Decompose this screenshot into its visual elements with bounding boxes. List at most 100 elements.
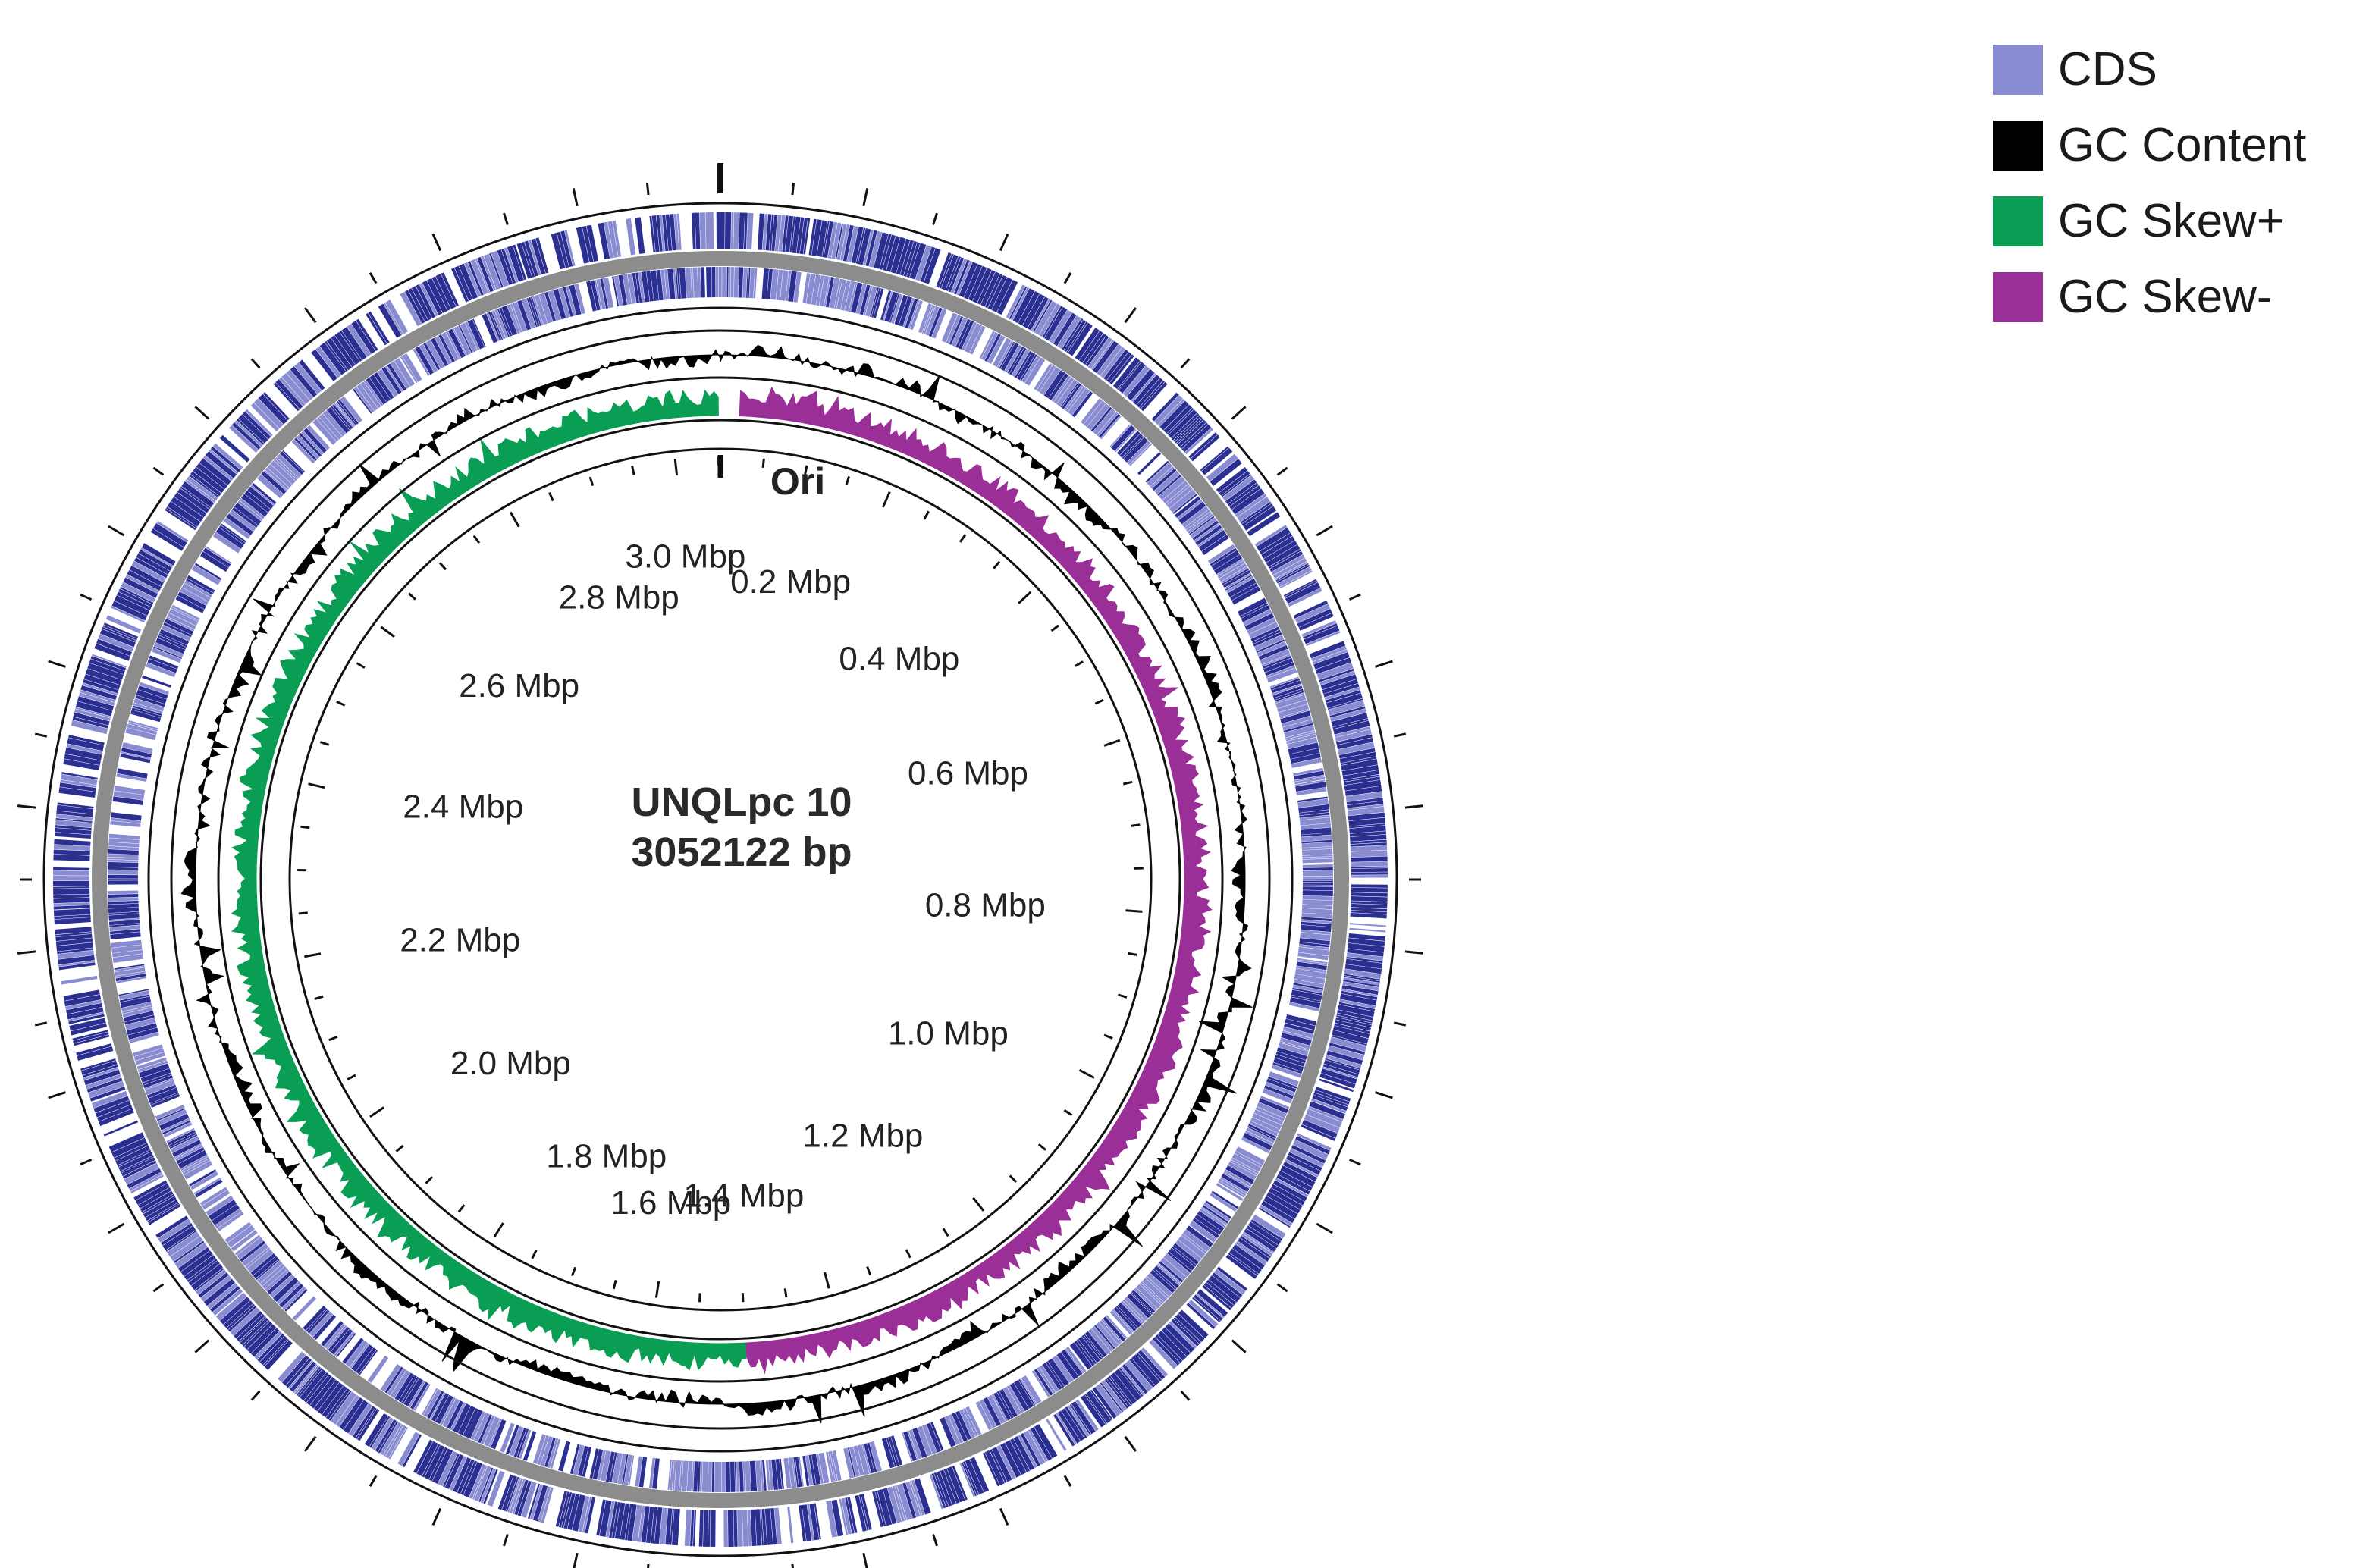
cds-feature — [635, 1456, 643, 1487]
cds-feature — [1351, 867, 1388, 873]
cds-feature — [1302, 856, 1333, 860]
cds-feature — [162, 1225, 196, 1250]
cds-feature — [671, 1508, 680, 1546]
cds-feature — [1063, 384, 1084, 411]
cds-feature — [400, 356, 418, 384]
cds-feature — [463, 1461, 483, 1498]
cds-feature — [1301, 919, 1332, 924]
cds-feature — [86, 1077, 123, 1093]
major-tick — [308, 782, 325, 789]
cds-feature — [131, 560, 166, 582]
cds-feature — [1177, 499, 1203, 520]
cds-feature — [401, 1376, 419, 1404]
cds-feature — [336, 400, 357, 426]
cds-feature — [384, 1366, 403, 1394]
cds-feature — [836, 279, 847, 310]
cds-feature — [200, 551, 229, 572]
cds-feature — [88, 1080, 124, 1099]
tick-label: 2.8 Mbp — [559, 579, 679, 616]
cds-feature — [1244, 1130, 1274, 1146]
minor-tick — [959, 534, 967, 543]
cds-feature — [1166, 1251, 1192, 1273]
cds-feature — [1177, 419, 1206, 447]
cds-feature — [730, 267, 735, 298]
cds-feature — [226, 513, 254, 535]
cds-feature — [108, 903, 139, 908]
cds-feature — [599, 1500, 612, 1537]
cds-feature — [272, 1277, 299, 1302]
cds-feature — [165, 508, 196, 531]
cds-feature — [1235, 1240, 1268, 1265]
cds-feature — [855, 227, 866, 264]
cds-feature — [716, 212, 721, 249]
cds-feature — [426, 278, 447, 313]
cds-feature — [1309, 1101, 1345, 1120]
cds-feature — [1272, 683, 1302, 695]
cds-feature — [1247, 1126, 1276, 1140]
cds-feature — [1299, 942, 1330, 948]
tick-label: 3.0 Mbp — [625, 538, 745, 575]
cds-feature — [246, 1324, 277, 1354]
cds-feature — [1341, 764, 1379, 776]
cds-feature — [431, 1393, 450, 1422]
outer-tick — [1231, 406, 1247, 420]
cds-feature — [891, 293, 903, 324]
cds-feature — [450, 1402, 466, 1431]
cds-feature — [342, 1338, 364, 1364]
cds-feature — [1238, 597, 1267, 616]
cds-feature — [1291, 757, 1322, 768]
cds-feature — [133, 703, 163, 714]
cds-feature — [1348, 942, 1385, 952]
cds-feature — [1053, 1413, 1075, 1447]
cds-feature — [1315, 657, 1352, 675]
cds-feature — [1018, 291, 1040, 326]
cds-feature — [1346, 956, 1383, 964]
cds-feature — [1302, 879, 1333, 881]
cds-feature — [431, 1448, 453, 1484]
outer-tick — [1180, 1390, 1191, 1401]
cds-feature — [98, 634, 134, 652]
cds-feature — [114, 964, 145, 970]
cds-feature — [55, 938, 93, 946]
cds-feature — [771, 214, 778, 252]
cds-feature — [390, 361, 410, 389]
cds-feature — [1084, 1331, 1107, 1358]
cds-feature — [1314, 1090, 1350, 1105]
cds-feature — [1134, 1287, 1158, 1311]
cds-feature — [1303, 622, 1338, 639]
cds-feature — [1222, 475, 1255, 501]
cds-feature — [135, 1052, 165, 1065]
outer-tick — [932, 1534, 938, 1547]
cds-feature — [1282, 716, 1312, 727]
cds-feature — [237, 1237, 264, 1259]
cds-feature — [1020, 1432, 1041, 1467]
cds-feature — [701, 1461, 708, 1492]
cds-feature — [219, 434, 250, 463]
cds-feature — [242, 1243, 269, 1266]
cds-feature — [398, 1375, 418, 1403]
cds-feature — [108, 879, 139, 880]
cds-feature — [279, 1283, 304, 1308]
cds-feature — [343, 1400, 369, 1434]
track-ring — [259, 419, 1181, 1341]
cds-feature — [356, 318, 378, 351]
cds-feature — [1130, 1292, 1153, 1315]
cds-feature — [114, 965, 145, 972]
cds-feature — [1336, 1015, 1373, 1025]
cds-feature — [1273, 688, 1304, 701]
cds-feature — [1210, 458, 1242, 486]
minor-tick — [300, 825, 310, 829]
cds-feature — [1252, 629, 1281, 644]
cds-feature — [483, 1469, 498, 1504]
cds-feature — [1269, 550, 1304, 572]
cds-feature — [1103, 1316, 1126, 1342]
cds-feature — [1338, 1004, 1375, 1018]
outer-tick — [303, 1435, 317, 1452]
cds-feature — [154, 642, 184, 658]
cds-feature — [918, 303, 932, 334]
cds-feature — [776, 269, 783, 300]
cds-feature — [290, 366, 318, 398]
cds-feature — [454, 265, 473, 301]
cds-feature — [1282, 719, 1313, 731]
tick-label: 1.2 Mbp — [802, 1118, 923, 1155]
